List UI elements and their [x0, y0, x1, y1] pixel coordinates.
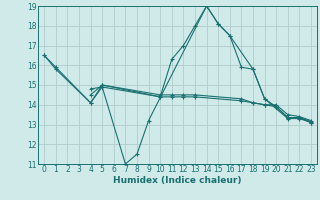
X-axis label: Humidex (Indice chaleur): Humidex (Indice chaleur) — [113, 176, 242, 185]
